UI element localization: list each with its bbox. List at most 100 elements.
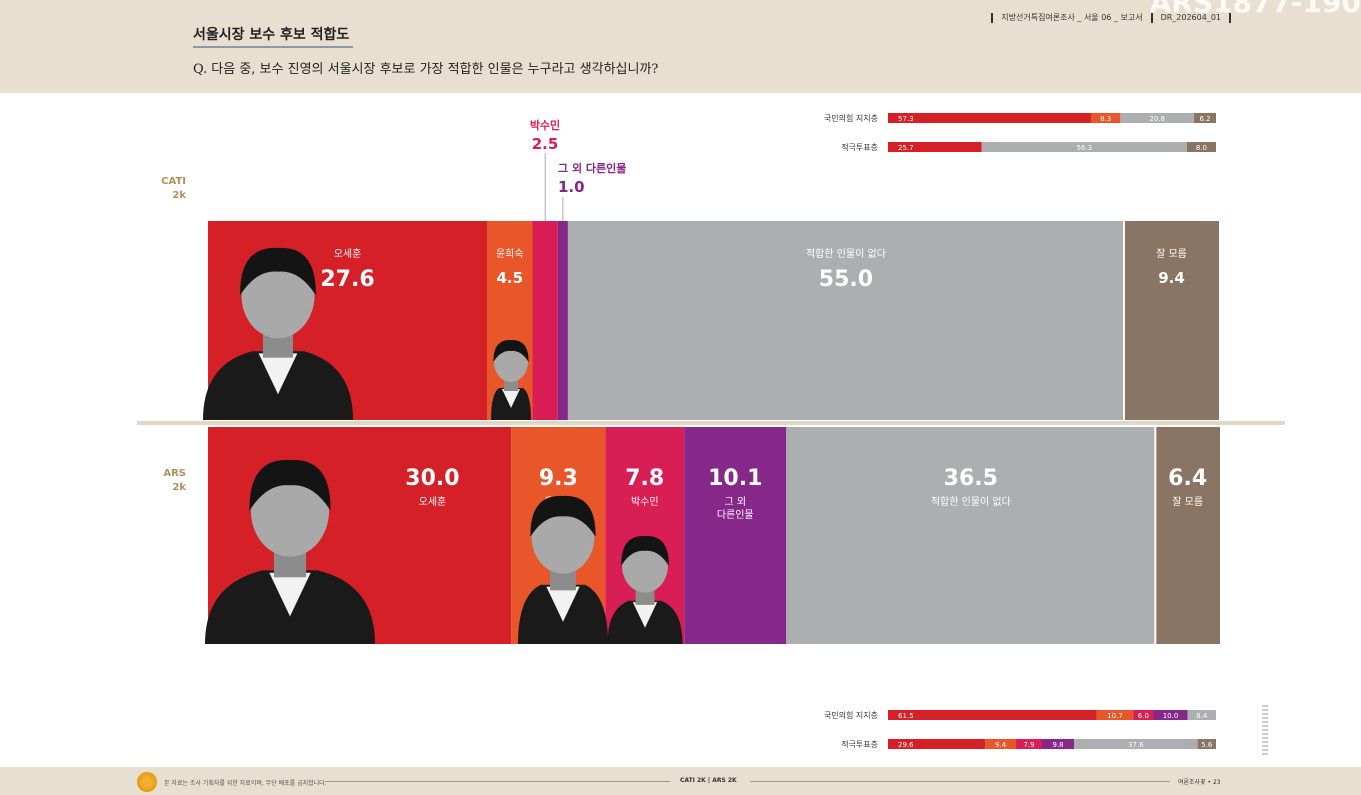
cati-value-label-no-suitable: 55.0	[819, 267, 873, 292]
ars-supporters-seg-yoon-hee-sook	[1096, 710, 1134, 720]
cati-category-label-yoon-hee-sook: 윤희숙	[496, 248, 524, 260]
ars-active-voters-seg-yoon-hee-sook	[985, 739, 1017, 749]
ars-supporters-seg-oh-se-hoon	[888, 710, 1097, 720]
ars-label-line2: 2k	[172, 482, 186, 493]
cati-category-label-park-su-min: 박수민	[530, 118, 560, 132]
ars-active-voters-seg-oh-se-hoon	[888, 739, 986, 749]
ars-row-label: ARS 2k	[146, 467, 186, 495]
ars-category-label-oh-se-hoon: 오세훈	[419, 495, 447, 508]
ars-active-voters-value-no-suitable: 37.6	[1128, 741, 1144, 749]
cati-value-label-park-su-min: 2.5	[532, 135, 559, 153]
ars-active-voters-value-other-person: 9.8	[1053, 741, 1064, 749]
ars-value-label-dont-know: 6.4	[1168, 466, 1207, 491]
page-title: 서울시장 보수 후보 적합도	[193, 27, 350, 43]
ars-active-voters-value-park-su-min: 7.9	[1023, 741, 1034, 749]
ars-value-label-no-suitable: 36.5	[944, 466, 998, 491]
ars-value-label-park-su-min: 7.8	[625, 466, 664, 491]
ars-supporters-value-no-suitable: 8.4	[1196, 712, 1208, 720]
cati-bar-other-person	[557, 221, 568, 420]
footer-left-text: 본 자료는 조사 기획자를 위한 자료이며, 무단 배포를 금지합니다.	[164, 780, 327, 787]
cati-active-voters-value-oh-se-hoon: 25.7	[898, 144, 914, 152]
ars-segment-gap	[1154, 427, 1157, 644]
ars-portrait-park-su-min	[607, 535, 683, 644]
ars-supporters-seg-other-person	[1153, 710, 1188, 720]
cati-active-voters-seg-oh-se-hoon	[888, 142, 982, 152]
ars-active-voters-seg-other-person	[1041, 739, 1075, 749]
cati-category-label-other-person: 그 외 다른인물	[558, 161, 626, 175]
ars-supporters-value-other-person: 10.0	[1163, 712, 1179, 720]
meta-separator	[1229, 12, 1231, 23]
cati-supporters-value-oh-se-hoon: 57.3	[898, 115, 914, 123]
header-meta: 지방선거특집여론조사 _ 서울 06 _ 보고서 DR_202604_01	[991, 12, 1231, 23]
ars-category-label-other-person-2: 다른인물	[717, 509, 754, 521]
ars-supporters-seg-park-su-min	[1133, 710, 1154, 720]
footer-center-text: CATI 2K | ARS 2K	[680, 777, 737, 784]
ars-label-line1: ARS	[163, 468, 186, 479]
ars-active-voters-name: 적극투표층	[841, 739, 878, 749]
ars-active-voters-value-yoon-hee-sook: 9.4	[995, 741, 1007, 749]
ars-portrait-oh-se-hoon	[205, 459, 375, 644]
ars-value-label-other-person: 10.1	[708, 466, 762, 491]
ars-supporters-value-park-su-min: 6.0	[1138, 712, 1149, 720]
cati-value-label-other-person: 1.0	[558, 178, 585, 196]
footer-page-number: 여론조사꽃 • 23	[1178, 779, 1221, 786]
ars-active-voters-seg-dont-know	[1197, 739, 1216, 749]
ars-value-label-yoon-hee-sook: 9.3	[539, 466, 578, 491]
header-big-number: ARS1877-190	[1149, 0, 1361, 19]
cati-bar-no-suitable	[567, 221, 1124, 420]
cati-row-label: CATI 2k	[146, 175, 186, 203]
ars-bar-other-person	[684, 427, 787, 644]
cati-category-label-oh-se-hoon: 오세훈	[334, 247, 362, 260]
meta-separator	[991, 12, 994, 23]
cati-supporters-value-dont-know: 6.2	[1199, 115, 1210, 123]
footer-rule-left	[325, 781, 670, 782]
cati-supporters-value-yoon-hee-sook: 8.3	[1100, 115, 1111, 123]
ars-active-voters-seg-park-su-min	[1016, 739, 1042, 749]
cati-supporters-seg-oh-se-hoon	[888, 113, 1091, 123]
cati-supporters-seg-yoon-hee-sook	[1090, 113, 1121, 123]
ars-supporters-value-yoon-hee-sook: 10.7	[1107, 712, 1123, 720]
meta-separator	[1150, 12, 1153, 23]
ars-category-label-park-su-min: 박수민	[631, 496, 659, 508]
cati-active-voters-seg-no-suitable	[981, 142, 1187, 152]
ars-bar-no-suitable	[786, 427, 1156, 644]
ars-supporters-name: 국민의힘 지지층	[824, 710, 878, 720]
meta-code: DR_202604_01	[1160, 13, 1221, 22]
cati-supporters-name: 국민의힘 지지층	[824, 113, 878, 123]
cati-label-line2: 2k	[172, 190, 186, 201]
cati-category-label-no-suitable: 적합한 인물이 없다	[806, 247, 886, 260]
ars-supporters-value-oh-se-hoon: 61.5	[898, 712, 914, 720]
cati-value-label-oh-se-hoon: 27.6	[320, 267, 374, 292]
cati-label-line1: CATI	[161, 176, 186, 187]
ars-category-label-dont-know: 잘 모름	[1172, 496, 1203, 508]
ars-category-label-no-suitable: 적합한 인물이 없다	[931, 495, 1011, 508]
ars-category-label-other-person: 그 외	[724, 496, 746, 508]
ars-bar-dont-know	[1155, 427, 1221, 644]
side-note	[1262, 705, 1268, 755]
question-text: Q. 다음 중, 보수 진영의 서울시장 후보로 가장 적합한 인물은 누구라고…	[193, 62, 659, 77]
cati-active-voters-value-no-suitable: 56.3	[1076, 144, 1092, 152]
cati-active-voters-value-dont-know: 8.0	[1196, 144, 1207, 152]
row-divider	[137, 421, 1285, 425]
ars-supporters-seg-no-suitable	[1187, 710, 1216, 720]
cati-value-label-dont-know: 9.4	[1158, 269, 1185, 287]
ars-active-voters-seg-no-suitable	[1074, 739, 1198, 749]
ars-value-label-oh-se-hoon: 30.0	[405, 466, 459, 491]
footer-rule-right	[750, 781, 1170, 782]
cati-supporters-value-no-suitable: 20.8	[1149, 115, 1165, 123]
logo-icon	[137, 772, 157, 792]
cati-category-label-dont-know: 잘 모름	[1156, 248, 1187, 260]
cati-portrait-yoon-hee-sook	[491, 339, 531, 420]
cati-bar-dont-know	[1123, 221, 1219, 420]
cati-supporters-seg-dont-know	[1194, 113, 1216, 123]
ars-portrait-yoon-hee-sook	[518, 495, 608, 644]
cati-active-voters-seg-dont-know	[1186, 142, 1216, 152]
cati-portrait-oh-se-hoon	[203, 247, 353, 420]
ars-active-voters-value-oh-se-hoon: 29.6	[898, 741, 914, 749]
cati-value-label-yoon-hee-sook: 4.5	[496, 269, 523, 287]
cati-bar-park-su-min	[532, 221, 558, 420]
cati-supporters-seg-no-suitable	[1120, 113, 1195, 123]
ars-active-voters-value-dont-know: 5.6	[1201, 741, 1213, 749]
title-underline	[193, 46, 353, 48]
